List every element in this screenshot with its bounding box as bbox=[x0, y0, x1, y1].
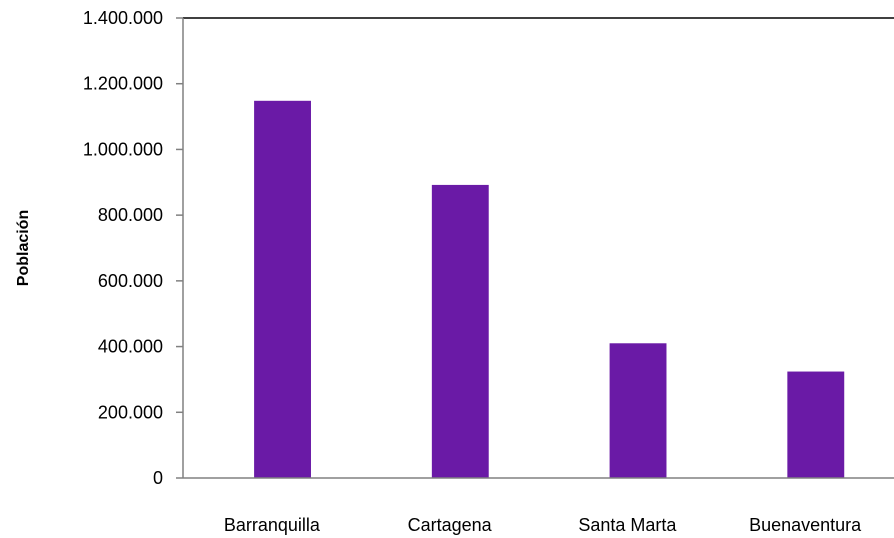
x-tick-label: Santa Marta bbox=[578, 515, 677, 535]
bar-barranquilla bbox=[254, 100, 311, 479]
y-tick-label: 400.000 bbox=[98, 337, 163, 357]
y-tick-label: 0 bbox=[153, 468, 163, 488]
y-tick-label: 1.200.000 bbox=[83, 74, 163, 94]
bar-cartagena bbox=[431, 184, 489, 478]
y-tick-label: 600.000 bbox=[98, 271, 163, 291]
x-axis-tick-labels: Barranquilla Cartagena Santa Marta Buenaven… bbox=[224, 515, 862, 535]
y-axis-ticks bbox=[176, 17, 183, 479]
y-tick-label: 1.000.000 bbox=[83, 139, 163, 159]
x-tick-label: Buenaventura bbox=[749, 515, 862, 535]
x-tick-label: Cartagena bbox=[408, 515, 493, 535]
bar-buenaventura bbox=[787, 371, 845, 478]
bars-group bbox=[254, 100, 845, 479]
y-axis-title: Población bbox=[15, 210, 32, 286]
x-tick-label: Barranquilla bbox=[224, 515, 321, 535]
y-tick-label: 200.000 bbox=[98, 402, 163, 422]
y-tick-label: 1.400.000 bbox=[83, 8, 163, 28]
bar-santa-marta bbox=[609, 343, 667, 478]
y-axis-tick-labels: 0 200.000 400.000 600.000 800.000 1.000.000 1.… bbox=[83, 8, 163, 488]
y-tick-label: 800.000 bbox=[98, 205, 163, 225]
